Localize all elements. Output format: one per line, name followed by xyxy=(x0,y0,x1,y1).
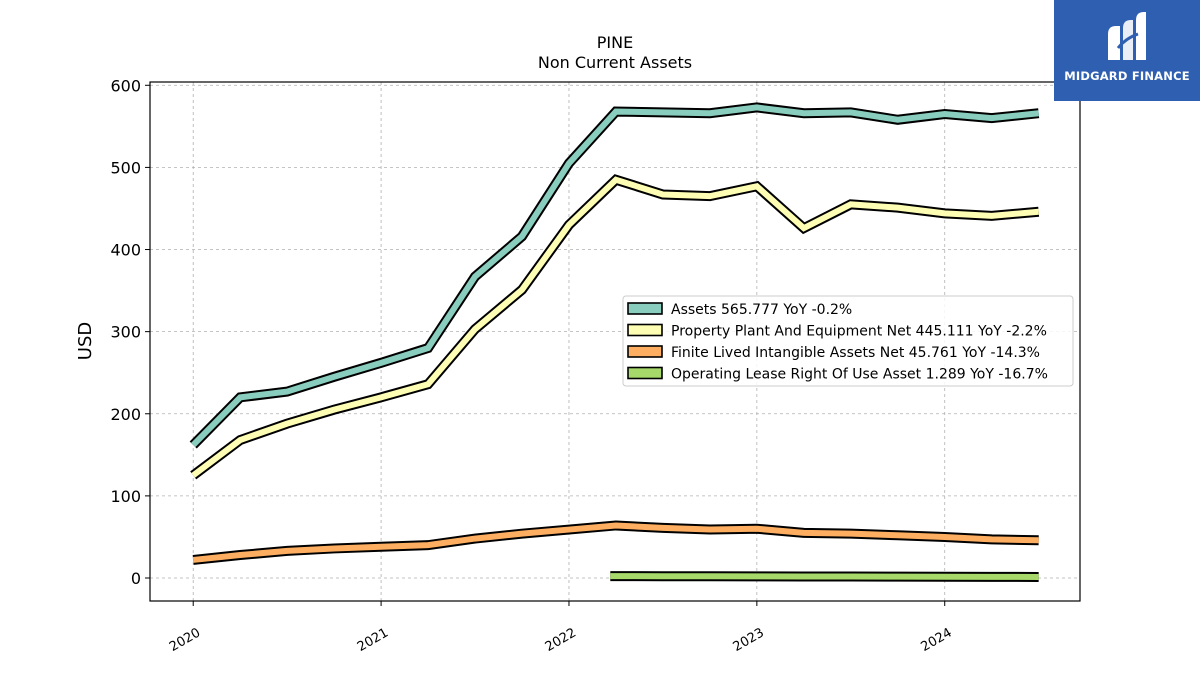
series-outline xyxy=(189,102,1040,449)
series-layer xyxy=(189,102,1040,582)
x-tick-label: 2023 xyxy=(731,625,767,655)
logo-text: MIDGARD FINANCE xyxy=(1064,69,1190,83)
x-tick-label: 2020 xyxy=(167,625,203,655)
series-fill xyxy=(191,176,1039,478)
y-tick-label: 300 xyxy=(110,323,141,342)
series-line-2 xyxy=(190,174,1040,480)
y-tick-label: 500 xyxy=(110,158,141,177)
legend-swatch xyxy=(627,302,663,315)
y-tick-label: 100 xyxy=(110,487,141,506)
legend-label: Property Plant And Equipment Net 445.111… xyxy=(671,324,1047,340)
x-tick-label: 2022 xyxy=(543,625,579,655)
plot-frame xyxy=(149,81,1081,602)
series-fill xyxy=(191,104,1039,448)
legend-label: Operating Lease Right Of Use Asset 1.289… xyxy=(671,367,1048,383)
midgard-finance-logo: MIDGARD FINANCE xyxy=(1054,0,1200,101)
y-tick-label: 600 xyxy=(110,76,141,95)
series-line-4 xyxy=(610,571,1039,582)
y-tick-label: 0 xyxy=(131,569,141,588)
chart-subtitle: Non Current Assets xyxy=(538,53,692,72)
legend-swatch xyxy=(627,345,663,358)
legend-label: Assets 565.777 YoY -0.2% xyxy=(671,302,852,318)
series-fill xyxy=(610,573,1039,580)
y-axis-label: USD xyxy=(75,322,96,360)
legend: Assets 565.777 YoY -0.2% Property Plant A… xyxy=(622,295,1074,387)
x-tick-label: 2021 xyxy=(355,625,391,655)
midgard-m-logo-icon xyxy=(1108,12,1146,60)
series-outline xyxy=(192,520,1039,565)
legend-box xyxy=(622,295,1074,387)
y-tick-label: 200 xyxy=(110,405,141,424)
y-tick-label: 400 xyxy=(110,241,141,260)
x-tick-label: 2024 xyxy=(919,625,955,655)
series-fill xyxy=(192,522,1039,563)
series-line-1 xyxy=(189,102,1040,449)
series-line-3 xyxy=(192,520,1039,565)
legend-swatch xyxy=(627,323,663,337)
legend-label: Finite Lived Intangible Assets Net 45.76… xyxy=(671,345,1040,361)
legend-swatch xyxy=(627,366,663,380)
chart-title: PINE xyxy=(597,33,633,52)
